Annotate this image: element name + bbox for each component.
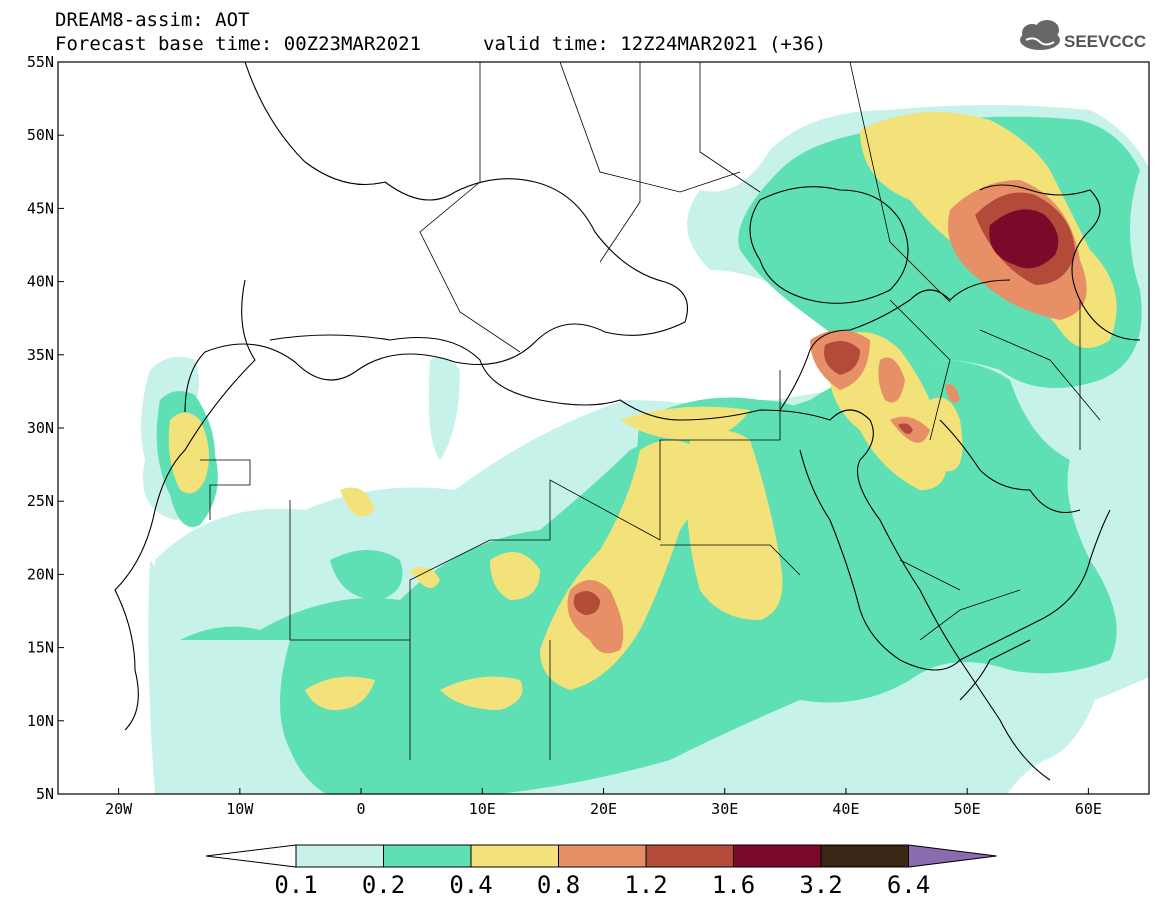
aot-field — [141, 105, 1149, 794]
colorbar-right-arrow — [908, 844, 997, 868]
aot-colorbar: 0.1 0.2 0.4 0.8 1.2 1.6 3.2 6.4 — [205, 844, 997, 899]
colorbar-swatch — [470, 844, 559, 868]
colorbar-swatch — [295, 844, 384, 868]
lat-label: 25N — [27, 492, 54, 510]
colorbar-swatch — [645, 844, 734, 868]
lat-label: 10N — [27, 712, 54, 730]
lat-label: 5N — [36, 785, 54, 803]
colorbar-left-arrow — [205, 844, 297, 868]
lat-label: 35N — [27, 346, 54, 364]
cloud-icon — [1020, 20, 1060, 50]
aot-level-1.6 — [989, 209, 1059, 269]
lat-label: 15N — [27, 639, 54, 657]
latitude-axis: 55N 50N 45N 40N 35N 30N 25N 20N 15N 10N 5N — [27, 53, 64, 803]
lat-label: 50N — [27, 126, 54, 144]
colorbar-swatch — [383, 844, 472, 868]
lon-label: 20W — [105, 800, 133, 818]
colorbar-label: 1.6 — [712, 871, 755, 899]
map-panel — [57, 61, 1150, 795]
colorbar-swatch — [820, 844, 909, 868]
colorbar-label: 0.1 — [274, 871, 317, 899]
lon-label: 60E — [1075, 800, 1102, 818]
colorbar-swatch — [733, 844, 822, 868]
lon-label: 0 — [357, 800, 366, 818]
lat-label: 20N — [27, 565, 54, 583]
forecast-base-time: Forecast base time: 00Z23MAR2021 — [55, 33, 421, 55]
colorbar-label: 1.2 — [624, 871, 667, 899]
colorbar-label: 0.8 — [537, 871, 580, 899]
longitude-axis: 20W 10W 0 10E 20E 30E 40E 50E 60E — [105, 788, 1102, 818]
lat-label: 30N — [27, 419, 54, 437]
lat-label: 45N — [27, 199, 54, 217]
lon-label: 10W — [226, 800, 254, 818]
lon-label: 50E — [954, 800, 981, 818]
lon-label: 10E — [469, 800, 496, 818]
model-title: DREAM8-assim: AOT — [55, 9, 249, 31]
lat-label: 55N — [27, 53, 54, 71]
colorbar-label: 0.2 — [362, 871, 405, 899]
lon-label: 40E — [832, 800, 859, 818]
colorbar-swatch — [558, 844, 647, 868]
lon-label: 20E — [590, 800, 617, 818]
lat-label: 40N — [27, 273, 54, 291]
valid-time: valid time: 12Z24MAR2021 (+36) — [483, 33, 826, 55]
colorbar-label: 3.2 — [799, 871, 842, 899]
logo-text: SEEVCCC — [1064, 32, 1146, 51]
seevccc-logo: SEEVCCC — [1020, 20, 1146, 51]
colorbar-label: 0.4 — [449, 871, 492, 899]
colorbar-label: 6.4 — [887, 871, 930, 899]
lon-label: 30E — [711, 800, 738, 818]
coastlines — [114, 62, 1141, 781]
